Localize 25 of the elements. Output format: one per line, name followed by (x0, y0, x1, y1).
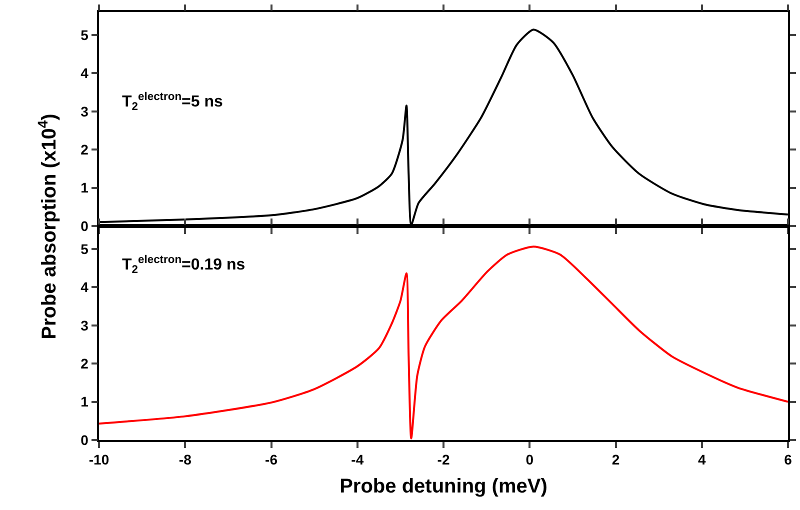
x-tick-label: 2 (612, 452, 620, 468)
x-tick-label: -4 (351, 452, 364, 468)
annotation: T$_{2}$$^{electron}$=0.19 ns (122, 254, 246, 276)
x-tick-label: 4 (698, 452, 706, 468)
y-tick-label: 5 (80, 26, 89, 43)
y-tick-label: 1 (80, 394, 89, 410)
y-tick-label: 0 (80, 432, 89, 448)
x-tick-label: -6 (265, 452, 278, 468)
y-tick-label: 2 (80, 355, 89, 372)
y-tick-label: 4 (80, 279, 89, 296)
x-tick-label: -10 (88, 452, 110, 468)
y-tick-label: 2 (80, 141, 89, 158)
y-tick-label: 1 (80, 180, 89, 196)
y-tick-label: 4 (80, 65, 89, 82)
y-tick-label: 5 (80, 240, 89, 257)
x-tick-label: 6 (784, 452, 792, 468)
y-tick-label: 3 (80, 103, 89, 120)
x-tick-label: 0 (526, 452, 534, 468)
line-series (99, 246, 788, 440)
y-tick-label: 3 (80, 317, 89, 334)
x-tick-label: -8 (178, 452, 192, 468)
x-axis-title: Probe detuning (meV) (340, 476, 548, 498)
annotation: T$_{2}$$^{electron}$=5 ns (122, 91, 224, 114)
x-tick-label: -2 (437, 452, 450, 468)
y-tick-label: 0 (80, 218, 89, 234)
